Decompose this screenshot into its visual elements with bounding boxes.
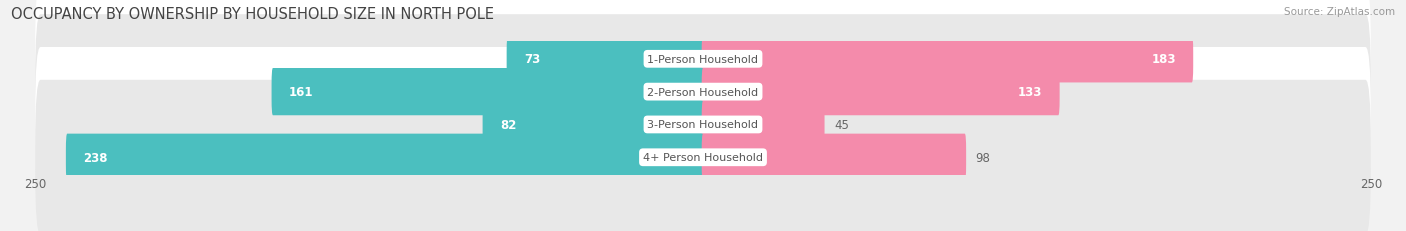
- Text: 45: 45: [834, 119, 849, 131]
- Text: 133: 133: [1018, 86, 1042, 99]
- FancyBboxPatch shape: [702, 36, 1194, 83]
- FancyBboxPatch shape: [35, 80, 1371, 231]
- Text: Source: ZipAtlas.com: Source: ZipAtlas.com: [1284, 7, 1395, 17]
- Text: 161: 161: [288, 86, 314, 99]
- Text: OCCUPANCY BY OWNERSHIP BY HOUSEHOLD SIZE IN NORTH POLE: OCCUPANCY BY OWNERSHIP BY HOUSEHOLD SIZE…: [11, 7, 495, 22]
- Text: 1-Person Household: 1-Person Household: [648, 55, 758, 64]
- FancyBboxPatch shape: [35, 0, 1371, 137]
- FancyBboxPatch shape: [482, 101, 704, 149]
- FancyBboxPatch shape: [702, 134, 966, 181]
- Text: 82: 82: [501, 119, 516, 131]
- Text: 3-Person Household: 3-Person Household: [648, 120, 758, 130]
- Text: 4+ Person Household: 4+ Person Household: [643, 153, 763, 163]
- FancyBboxPatch shape: [271, 69, 704, 116]
- Legend: Owner-occupied, Renter-occupied: Owner-occupied, Renter-occupied: [579, 230, 827, 231]
- FancyBboxPatch shape: [66, 134, 704, 181]
- FancyBboxPatch shape: [702, 101, 824, 149]
- FancyBboxPatch shape: [35, 15, 1371, 169]
- Text: 73: 73: [524, 53, 540, 66]
- Text: 98: 98: [976, 151, 990, 164]
- Text: 2-Person Household: 2-Person Household: [647, 87, 759, 97]
- FancyBboxPatch shape: [702, 69, 1060, 116]
- FancyBboxPatch shape: [506, 36, 704, 83]
- Text: 238: 238: [83, 151, 108, 164]
- Text: 183: 183: [1152, 53, 1175, 66]
- FancyBboxPatch shape: [35, 48, 1371, 202]
